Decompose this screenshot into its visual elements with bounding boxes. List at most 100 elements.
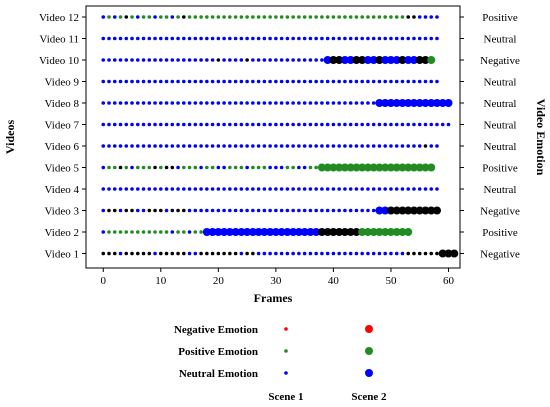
point-scene1-neutral	[130, 144, 134, 148]
legend-marker-scene2-neutral	[365, 369, 373, 377]
point-scene1-neutral	[383, 251, 388, 256]
point-scene1-neutral	[159, 187, 163, 191]
point-scene1-neutral	[251, 79, 255, 84]
point-scene2-undefined	[427, 206, 436, 215]
point-scene1-positive	[164, 15, 169, 19]
point-scene1-positive	[153, 230, 157, 234]
point-scene1-positive	[130, 230, 134, 234]
y-axis-title: Videos	[3, 120, 17, 155]
legend-marker-scene1-neutral	[284, 371, 288, 375]
point-scene1-neutral	[251, 187, 255, 191]
point-scene2-neutral	[381, 99, 390, 107]
point-scene1-neutral	[164, 36, 169, 41]
point-scene1-neutral	[343, 251, 347, 256]
point-scene2-neutral	[392, 99, 401, 107]
point-scene1-neutral	[412, 36, 416, 41]
point-scene1-neutral	[233, 208, 238, 213]
point-scene1-neutral	[256, 101, 261, 105]
point-scene1-neutral	[435, 187, 439, 191]
point-scene1-neutral	[256, 36, 261, 41]
point-scene1-neutral	[274, 58, 278, 62]
point-scene2-undefined	[398, 206, 407, 215]
point-scene1-neutral	[141, 144, 146, 148]
point-scene1-neutral	[302, 36, 307, 41]
point-scene1-positive	[239, 165, 244, 170]
point-scene1-neutral	[193, 58, 198, 62]
point-scene1-neutral	[182, 187, 186, 191]
point-scene2-positive	[398, 228, 407, 236]
point-scene2-positive	[398, 163, 407, 172]
point-scene1-neutral	[124, 58, 129, 62]
point-scene1-neutral	[297, 165, 301, 170]
point-scene1-neutral	[377, 187, 382, 191]
point-scene1-neutral	[187, 251, 192, 256]
point-scene2-undefined	[398, 56, 407, 64]
point-scene1-neutral	[423, 187, 428, 191]
point-scene1-neutral	[291, 58, 295, 62]
point-scene1-neutral	[222, 101, 226, 105]
point-scene1-neutral	[400, 251, 405, 256]
point-scene1-neutral	[187, 36, 192, 41]
point-scene1-positive	[210, 165, 215, 170]
point-scene1-undefined	[147, 208, 152, 213]
video-emotion-label: Neutral	[484, 141, 517, 153]
point-scene1-neutral	[423, 79, 428, 84]
point-scene1-neutral	[159, 144, 163, 148]
point-scene1-neutral	[124, 36, 129, 41]
point-scene1-neutral	[429, 187, 434, 191]
point-scene1-neutral	[118, 36, 123, 41]
point-scene2-neutral	[248, 228, 257, 236]
video-emotion-label: Neutral	[484, 77, 517, 89]
point-scene1-neutral	[199, 79, 203, 84]
point-scene1-positive	[285, 165, 290, 170]
point-scene1-positive	[233, 15, 238, 19]
point-scene1-neutral	[210, 122, 215, 127]
point-scene1-neutral	[446, 122, 451, 127]
point-scene1-neutral	[170, 79, 175, 84]
point-scene1-undefined	[423, 251, 428, 256]
point-scene1-undefined	[199, 251, 203, 256]
point-scene2-neutral	[381, 56, 390, 64]
point-scene1-neutral	[130, 36, 134, 41]
point-scene1-neutral	[124, 144, 129, 148]
point-scene1-positive	[354, 15, 359, 19]
point-scene1-neutral	[112, 144, 117, 148]
point-scene1-neutral	[383, 79, 388, 84]
point-scene2-neutral	[375, 99, 384, 107]
point-scene1-neutral	[308, 58, 313, 62]
point-scene1-positive	[222, 15, 226, 19]
point-scene2-undefined	[329, 56, 338, 64]
point-scene1-neutral	[187, 187, 192, 191]
point-scene1-undefined	[101, 251, 106, 256]
point-scene1-neutral	[112, 79, 117, 84]
point-scene1-positive	[199, 230, 203, 234]
point-scene1-neutral	[170, 230, 175, 234]
point-scene1-neutral	[210, 208, 215, 213]
point-scene1-neutral	[377, 122, 382, 127]
point-scene1-undefined	[406, 251, 411, 256]
point-scene2-undefined	[450, 249, 459, 258]
point-scene1-neutral	[251, 101, 255, 105]
point-scene1-neutral	[193, 251, 198, 256]
point-scene2-neutral	[266, 228, 275, 236]
point-scene1-neutral	[308, 187, 313, 191]
point-scene2-neutral	[300, 228, 309, 236]
point-scene1-neutral	[297, 36, 301, 41]
point-scene1-neutral	[193, 122, 198, 127]
point-scene1-neutral	[274, 144, 278, 148]
point-scene1-undefined	[412, 15, 416, 19]
point-scene1-neutral	[170, 36, 175, 41]
point-scene1-neutral	[268, 36, 272, 41]
point-scene1-neutral	[251, 36, 255, 41]
point-scene1-neutral	[112, 187, 117, 191]
point-scene1-neutral	[216, 187, 221, 191]
point-scene1-neutral	[135, 208, 140, 213]
point-scene1-neutral	[383, 36, 388, 41]
point-scene1-neutral	[141, 208, 146, 213]
point-scene1-neutral	[118, 122, 123, 127]
point-scene1-neutral	[268, 144, 272, 148]
point-scene1-neutral	[205, 208, 209, 213]
point-scene1-neutral	[423, 15, 428, 19]
point-scene1-positive	[107, 15, 111, 19]
point-scene1-positive	[107, 230, 111, 234]
